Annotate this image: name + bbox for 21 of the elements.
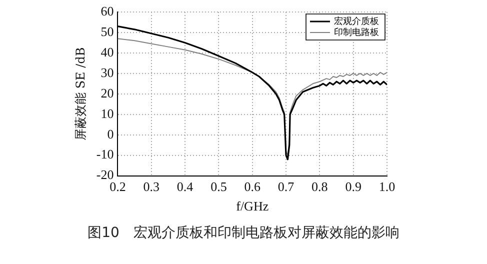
x-tick-label: 0.3 [143, 179, 160, 194]
caption: 图10 宏观介质板和印制电路板对屏蔽效能的影响 [86, 224, 400, 242]
y-tick-label: 60 [100, 3, 114, 18]
legend-label: 印制电路板 [334, 26, 379, 38]
y-tick-label: 30 [100, 64, 114, 80]
x-tick-label: 0.4 [176, 179, 194, 194]
x-tick-label: 0.9 [345, 179, 362, 194]
y-tick-label: -10 [96, 146, 114, 162]
y-tick-label: 20 [100, 85, 114, 100]
x-tick-label: 0.5 [210, 179, 227, 194]
x-tick-label: 0.7 [278, 179, 295, 194]
y-tick-label: 50 [100, 24, 114, 39]
y-tick-label: 10 [100, 106, 114, 121]
y-tick-label: 0 [107, 126, 114, 142]
y-axis-title: 屏蔽效能 SE /dB [73, 47, 88, 140]
x-tick-label: 0.6 [244, 179, 261, 194]
x-tick-label: 1.0 [378, 179, 396, 194]
y-tick-label: 40 [100, 44, 114, 60]
legend-label: 宏观介质板 [334, 16, 379, 27]
x-axis-title: f/GHz [236, 198, 269, 214]
x-tick-label: 0.8 [312, 179, 328, 194]
